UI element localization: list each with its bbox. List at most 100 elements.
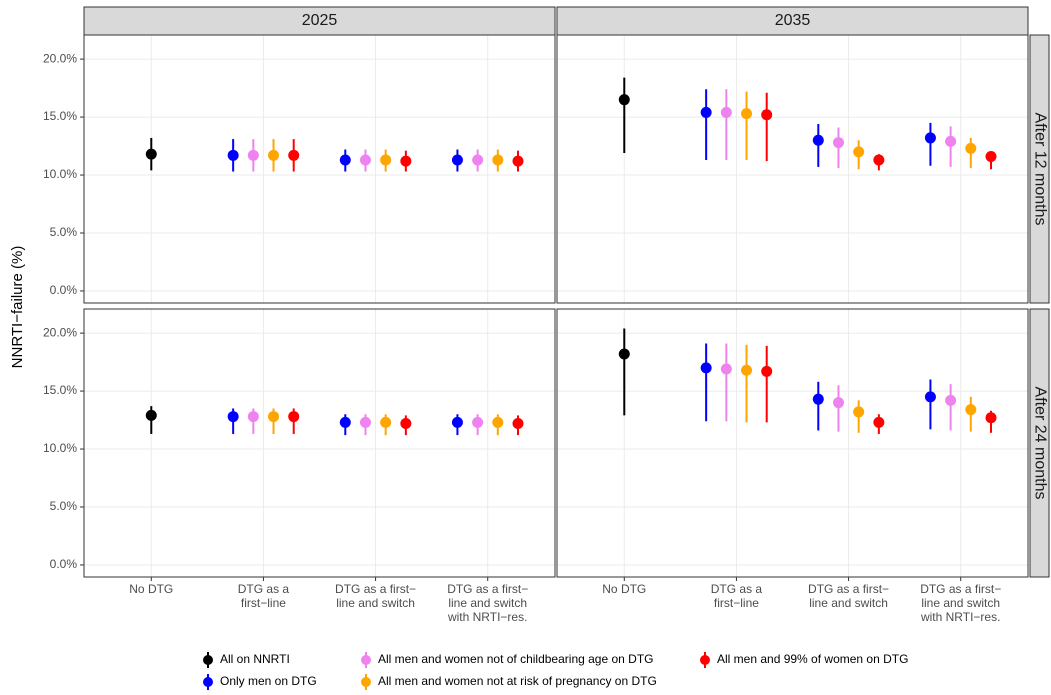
y-tick-label: 5.0% (50, 499, 78, 513)
x-tick-label: line and switch (921, 596, 1000, 610)
row-strip-label: After 24 months (1031, 387, 1048, 500)
legend-label: Only men on DTG (220, 674, 317, 688)
point (339, 154, 351, 166)
row-strip (1029, 308, 1050, 578)
column-strip (556, 6, 1029, 36)
legend-label: All men and women not of childbearing ag… (378, 652, 654, 666)
point (380, 154, 392, 166)
point (145, 148, 157, 160)
point (741, 108, 753, 120)
point (873, 154, 885, 166)
point (472, 416, 484, 428)
x-tick-label: DTG as a first− (808, 582, 889, 596)
y-tick-label: 20.0% (43, 325, 77, 339)
point (247, 149, 259, 161)
point (741, 364, 753, 376)
legend-key-point (203, 655, 213, 665)
point (227, 149, 239, 161)
y-tick-label: 0.0% (50, 283, 78, 297)
point (288, 411, 300, 423)
x-tick-label: DTG as a (238, 582, 290, 596)
point (492, 154, 504, 166)
x-tick-label: first−line (241, 596, 286, 610)
row-strip (1029, 34, 1050, 304)
column-strip-label: 2035 (775, 12, 811, 29)
panel-border (83, 308, 556, 578)
point (720, 363, 732, 375)
point (832, 137, 844, 149)
point (288, 149, 300, 161)
y-tick-label: 15.0% (43, 109, 77, 123)
point (451, 154, 463, 166)
y-tick-label: 10.0% (43, 167, 77, 181)
point (512, 418, 524, 430)
point (359, 154, 371, 166)
y-tick-label: 15.0% (43, 383, 77, 397)
point (145, 409, 157, 421)
x-tick-label: No DTG (129, 582, 173, 596)
point (965, 142, 977, 154)
point (400, 418, 412, 430)
x-tick-label: DTG as a first− (920, 582, 1001, 596)
x-tick-label: DTG as a first− (335, 582, 416, 596)
point (945, 135, 957, 147)
legend-key-point (203, 677, 213, 687)
point (812, 134, 824, 146)
point (451, 416, 463, 428)
x-tick-label: with NRTI−res. (447, 610, 527, 624)
point (853, 146, 865, 158)
legend-label: All on NNRTI (220, 652, 290, 666)
row-strip-label: After 12 months (1031, 113, 1048, 226)
y-tick-label: 10.0% (43, 441, 77, 455)
panel-background (557, 309, 1028, 577)
point (853, 406, 865, 418)
legend-key-point (700, 655, 710, 665)
y-axis-label: NNRTI−failure (%) (9, 246, 26, 369)
point (873, 416, 885, 428)
y-tick-label: 0.0% (50, 557, 78, 571)
legend-label: All men and women not at risk of pregnan… (378, 674, 657, 688)
point (924, 391, 936, 403)
point (472, 154, 484, 166)
point (227, 411, 239, 423)
point (985, 412, 997, 424)
point (720, 106, 732, 118)
x-tick-label: DTG as a (711, 582, 763, 596)
point (700, 106, 712, 118)
panel-border (556, 308, 1029, 578)
y-tick-label: 5.0% (50, 225, 78, 239)
point (492, 416, 504, 428)
panel-background (557, 35, 1028, 303)
point (247, 411, 259, 423)
legend-key-point (361, 655, 371, 665)
legend-key-point (361, 677, 371, 687)
x-tick-label: line and switch (336, 596, 415, 610)
point (700, 362, 712, 374)
point (359, 416, 371, 428)
x-tick-label: line and switch (448, 596, 527, 610)
panel-background (84, 35, 555, 303)
point (761, 109, 773, 121)
legend-label: All men and 99% of women on DTG (717, 652, 908, 666)
x-tick-label: No DTG (602, 582, 646, 596)
point (400, 155, 412, 167)
point (618, 94, 630, 106)
y-tick-label: 20.0% (43, 51, 77, 65)
point (512, 155, 524, 167)
point (965, 404, 977, 416)
point (761, 365, 773, 377)
column-strip-label: 2025 (302, 12, 338, 29)
x-tick-label: first−line (714, 596, 759, 610)
point (945, 394, 957, 406)
point (268, 149, 280, 161)
column-strip (83, 6, 556, 36)
point (339, 416, 351, 428)
x-tick-label: with NRTI−res. (920, 610, 1000, 624)
point (618, 348, 630, 360)
x-tick-label: DTG as a first− (447, 582, 528, 596)
panel-background (84, 309, 555, 577)
point (380, 416, 392, 428)
point (812, 393, 824, 405)
point (268, 411, 280, 423)
